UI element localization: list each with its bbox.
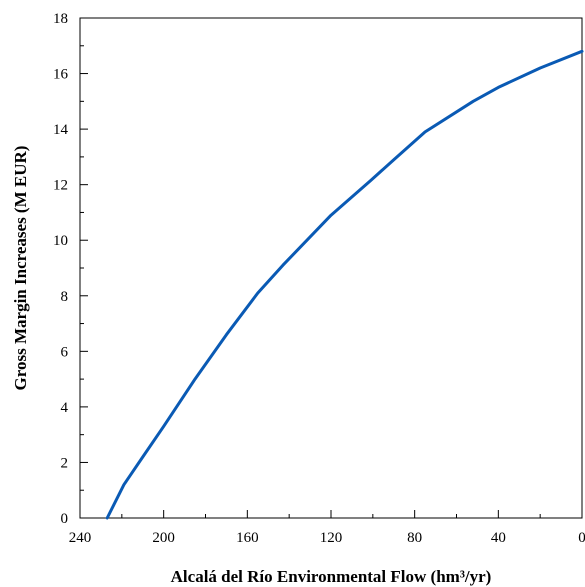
y-tick-label: 14 [53,122,69,138]
y-tick-label: 0 [61,511,69,527]
y-tick-label: 8 [61,289,69,305]
y-tick-label: 4 [61,400,69,416]
y-tick-label: 12 [53,178,68,194]
x-tick-label: 240 [69,530,92,546]
y-tick-label: 6 [61,344,69,360]
x-tick-label: 80 [407,530,422,546]
y-tick-label: 10 [53,233,68,249]
series-group [105,49,584,520]
x-tick-label: 200 [152,530,175,546]
x-tick-label: 160 [236,530,259,546]
x-tick-label: 0 [578,530,585,546]
x-tick-label: 40 [491,530,506,546]
y-tick-label: 16 [53,67,69,83]
y-tick-label: 18 [53,11,68,27]
series-line [105,49,584,520]
x-axis-ticks: 240 200 160 120 80 40 0 [69,510,585,546]
x-axis-title: Alcalá del Río Environmental Flow (hm³/y… [171,567,492,586]
plot-frame [79,17,583,519]
y-axis-title: Gross Margin Increases (M EUR) [11,146,30,391]
y-tick-label: 2 [61,455,69,471]
x-tick-label: 120 [320,530,343,546]
y-axis-ticks: 0 2 4 6 8 10 12 14 16 18 [53,11,88,527]
